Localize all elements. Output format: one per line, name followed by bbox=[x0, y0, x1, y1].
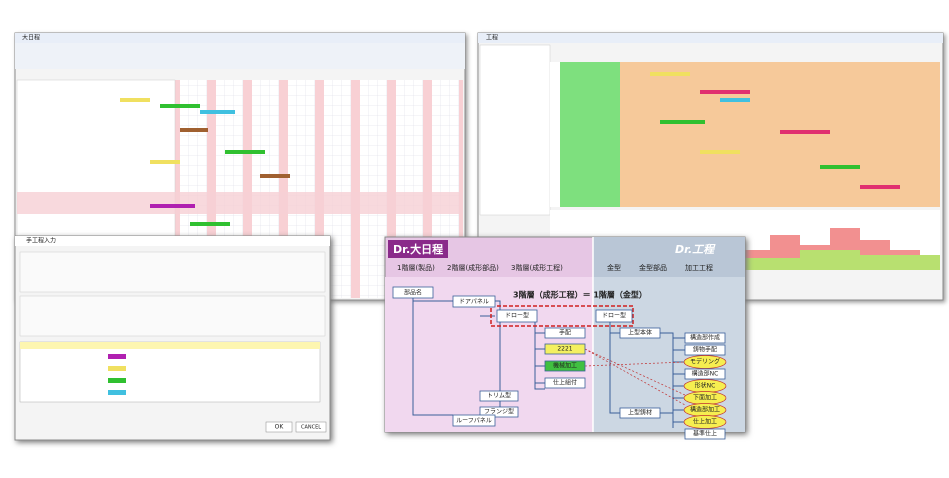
node-label: 上型本体 bbox=[628, 329, 652, 337]
node-label: 部品名 bbox=[404, 289, 422, 297]
equation: 3階層（成形工程）＝ 1階層（金型） bbox=[513, 290, 647, 300]
concept-diagram: Dr.大日程 Dr.工程 1階層(製品) 2階層(成形部品) 3階層(成形工程)… bbox=[384, 236, 746, 440]
level-label: 金型 bbox=[607, 263, 621, 272]
step-box bbox=[684, 332, 726, 344]
step-label: 仕上加工 bbox=[693, 418, 717, 426]
step-label: 形状NC bbox=[695, 382, 716, 390]
level-label: 3階層(成形工程) bbox=[511, 263, 563, 272]
node-label: フランジ型 bbox=[484, 408, 514, 416]
ok-label: OK bbox=[275, 424, 285, 431]
level-label: 2階層(成形部品) bbox=[447, 263, 499, 272]
step-highlight bbox=[683, 415, 727, 429]
node-label: 機械加工 bbox=[553, 362, 577, 370]
input-dialog: 手工程入力 OK CANCEL bbox=[14, 235, 331, 441]
logo: Dr.工程 bbox=[675, 243, 716, 256]
step-label: 構造部NC bbox=[692, 370, 719, 378]
step-box bbox=[684, 428, 726, 440]
step-label: 基準仕上 bbox=[693, 430, 717, 438]
step-label: 構造部加工 bbox=[690, 406, 720, 414]
dialog-title: 手工程入力 bbox=[26, 237, 56, 245]
node-label: 仕上組付 bbox=[553, 379, 577, 387]
level-label: 金型部品 bbox=[639, 263, 667, 272]
step-highlight bbox=[683, 355, 727, 369]
step-label: 下面加工 bbox=[693, 394, 717, 402]
step-label: 鋳物手配 bbox=[693, 346, 717, 354]
node-label: ドロー型 bbox=[505, 312, 529, 320]
step-label: モデリング bbox=[690, 358, 720, 366]
node-label: 上型鋳材 bbox=[628, 409, 652, 417]
window-title: 工程 bbox=[486, 34, 498, 42]
node-label: ドロー型 bbox=[602, 312, 626, 320]
ok-button[interactable] bbox=[265, 421, 293, 433]
cancel-label: CANCEL bbox=[301, 425, 321, 431]
level-label: 1階層(製品) bbox=[397, 263, 435, 272]
window-title: 大日程 bbox=[22, 34, 40, 42]
node-label: ルーフパネル bbox=[456, 418, 492, 425]
step-label: 構造部作成 bbox=[690, 334, 720, 342]
logo: Dr.大日程 bbox=[393, 242, 443, 256]
step-box bbox=[684, 344, 726, 356]
cancel-button[interactable] bbox=[295, 421, 327, 433]
node-label: 手配 bbox=[559, 329, 571, 337]
step-box bbox=[684, 368, 726, 380]
node-label: トリム型 bbox=[487, 392, 511, 400]
node-label: 2221 bbox=[557, 346, 572, 353]
node-label: ドアパネル bbox=[459, 299, 489, 306]
level-label: 加工工程 bbox=[685, 263, 713, 272]
